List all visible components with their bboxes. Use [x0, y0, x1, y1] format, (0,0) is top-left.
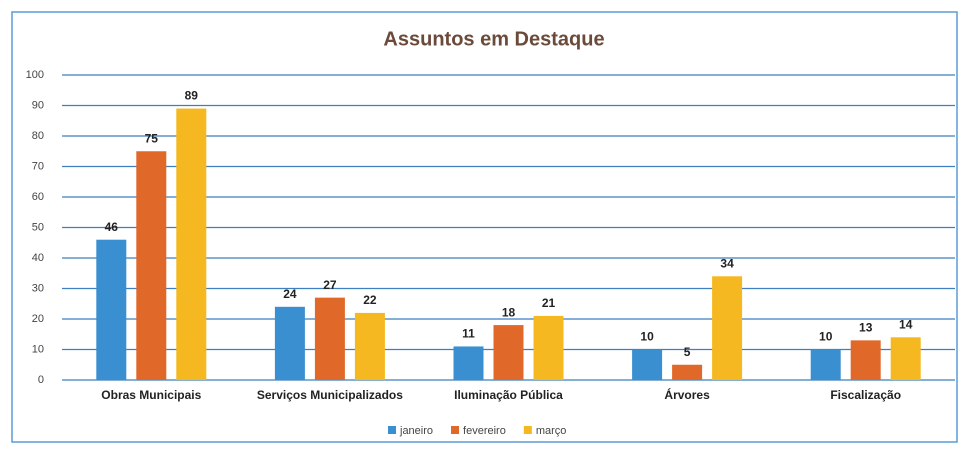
chart-title: Assuntos em Destaque	[383, 28, 604, 50]
bar	[96, 239, 127, 380]
data-label: 24	[283, 287, 297, 301]
data-label: 22	[363, 293, 377, 307]
data-label: 34	[720, 256, 734, 270]
bar	[354, 312, 385, 380]
bar	[493, 325, 524, 380]
data-label: 10	[640, 330, 654, 344]
bar	[850, 340, 881, 380]
data-label: 5	[684, 345, 691, 359]
bar	[453, 346, 484, 380]
legend-label: janeiro	[399, 425, 433, 437]
bar	[810, 349, 841, 380]
y-tick-label: 60	[32, 191, 44, 203]
y-tick-label: 10	[32, 343, 44, 355]
x-tick-label: Fiscalização	[830, 388, 901, 402]
bar	[136, 151, 167, 380]
y-tick-label: 100	[26, 69, 44, 81]
data-label: 89	[185, 89, 199, 103]
y-tick-label: 40	[32, 252, 44, 264]
data-label: 75	[145, 131, 159, 145]
frame	[11, 11, 958, 443]
legend-swatch	[523, 426, 532, 434]
data-label: 18	[502, 305, 516, 319]
data-label: 13	[859, 321, 873, 335]
y-tick-label: 90	[32, 99, 44, 111]
y-tick-label: 50	[32, 221, 44, 233]
bar	[712, 276, 743, 380]
legend-swatch	[388, 426, 396, 434]
x-tick-label: Árvores	[664, 387, 710, 402]
x-tick-label: Iluminação Pública	[454, 388, 563, 402]
data-label: 10	[819, 330, 833, 344]
bar	[314, 297, 345, 380]
data-label: 21	[542, 296, 556, 310]
data-label: 14	[899, 317, 913, 331]
legend-label: fevereiro	[463, 425, 506, 437]
y-tick-label: 80	[32, 130, 44, 142]
bar	[176, 108, 207, 381]
data-label: 46	[105, 220, 119, 234]
y-tick-label: 0	[38, 374, 44, 386]
y-tick-label: 20	[32, 313, 44, 325]
data-label: 27	[323, 278, 337, 292]
bar	[890, 337, 921, 380]
bar	[672, 364, 703, 380]
y-tick-label: 70	[32, 160, 44, 172]
x-tick-label: Serviços Municipalizados	[257, 388, 403, 402]
bar	[632, 349, 663, 380]
bar	[533, 315, 564, 380]
legend-label: março	[536, 425, 567, 437]
y-tick-label: 30	[32, 282, 44, 294]
legend-swatch	[451, 426, 460, 434]
x-tick-label: Obras Municipais	[101, 388, 201, 402]
data-label: 11	[462, 327, 475, 341]
bar	[274, 306, 305, 380]
